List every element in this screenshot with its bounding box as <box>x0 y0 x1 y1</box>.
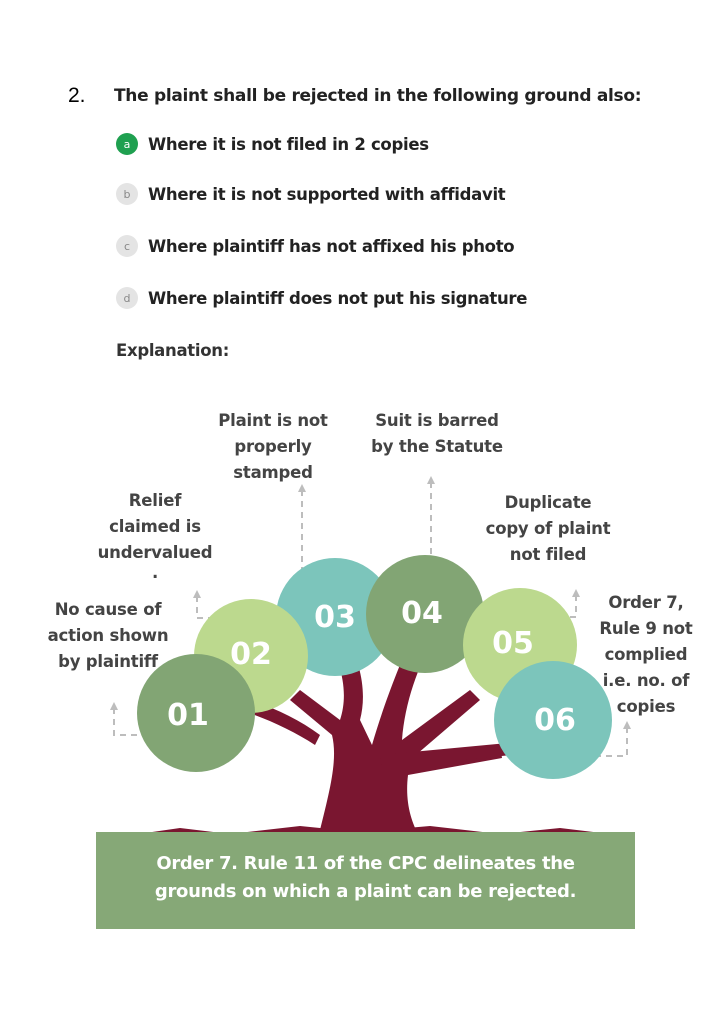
option-c-text: Where plaintiff has not affixed his phot… <box>148 236 515 256</box>
circle-05-label: 05 <box>492 626 534 661</box>
ground-banner <box>96 832 635 929</box>
ground-banner-text: Order 7. Rule 11 of the CPC delineates t… <box>154 853 577 902</box>
circle-02-label: 02 <box>230 637 272 672</box>
question-number: 2. <box>68 84 86 107</box>
question-text: The plaint shall be rejected in the foll… <box>114 86 642 106</box>
option-c-badge: c <box>116 235 138 257</box>
label-04: Suit is barred by the Statute <box>371 411 503 456</box>
label-06: Order 7, Rule 9 not complied i.e. no. of… <box>599 593 693 716</box>
connector-arrows <box>110 476 631 729</box>
circle-01-label: 01 <box>167 698 209 733</box>
circle-06: 06 <box>494 661 612 779</box>
option-a[interactable]: a Where it is not filed in 2 copies <box>116 131 429 157</box>
label-03: Plaint is not properly stamped <box>218 411 328 482</box>
label-05: Duplicate copy of plaint not filed <box>485 493 611 564</box>
option-d-text: Where plaintiff does not put his signatu… <box>148 288 528 308</box>
option-d-badge: d <box>116 287 138 309</box>
circle-06-label: 06 <box>534 703 576 738</box>
option-a-badge: a <box>116 133 138 155</box>
option-b-badge: b <box>116 183 138 205</box>
circle-03-label: 03 <box>314 600 356 635</box>
label-01: No cause of action shown by plaintiff <box>47 600 169 671</box>
option-a-text: Where it is not filed in 2 copies <box>148 134 429 154</box>
option-b-text: Where it is not supported with affidavit <box>148 184 506 204</box>
option-d[interactable]: d Where plaintiff does not put his signa… <box>116 285 527 311</box>
circle-04: 04 <box>366 555 484 673</box>
option-b[interactable]: b Where it is not supported with affidav… <box>116 181 506 207</box>
explanation-heading: Explanation: <box>116 341 230 360</box>
label-02: Relief claimed is undervalued . <box>97 491 213 582</box>
option-c[interactable]: c Where plaintiff has not affixed his ph… <box>116 233 515 259</box>
circle-04-label: 04 <box>401 596 443 631</box>
circle-01: 01 <box>137 654 255 772</box>
